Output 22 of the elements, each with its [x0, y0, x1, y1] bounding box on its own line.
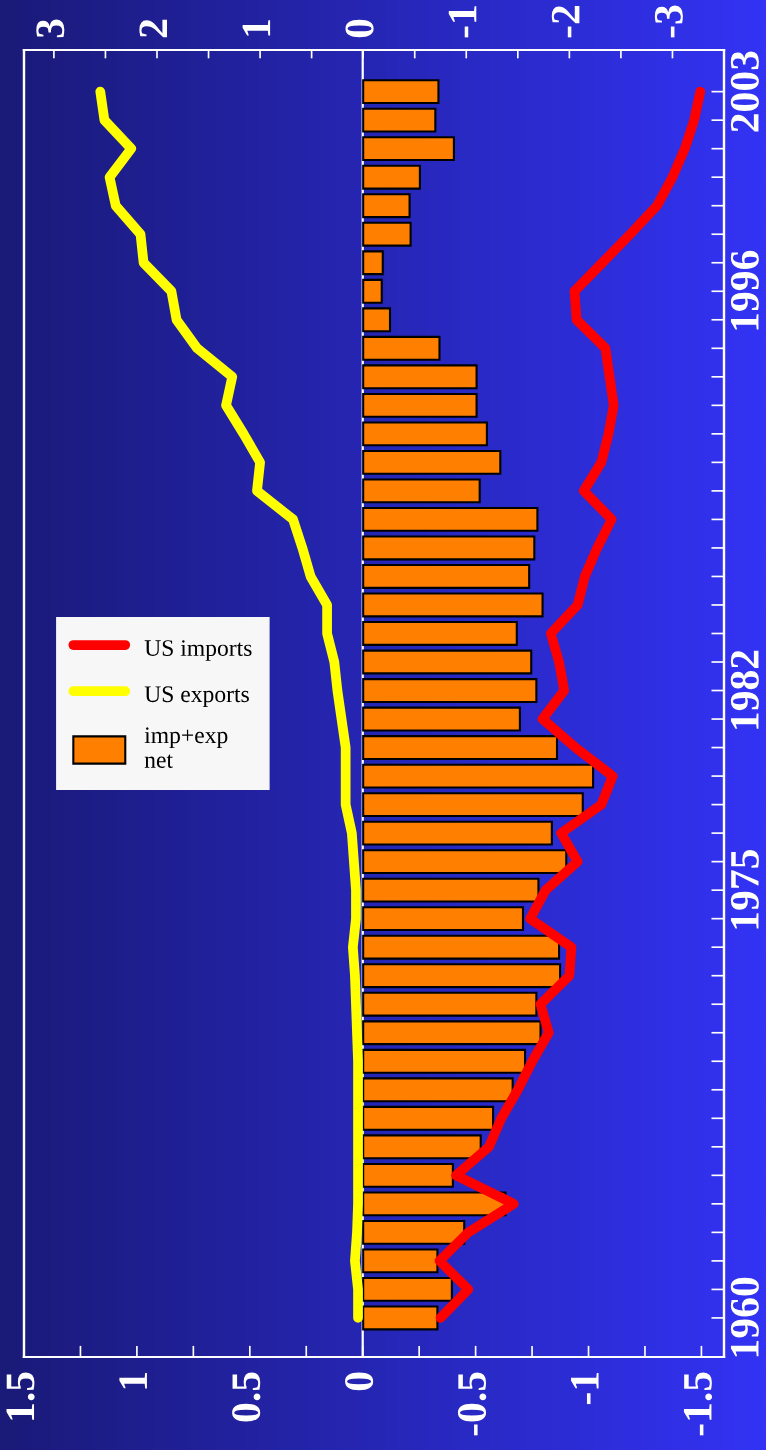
legend-label: imp+exp net	[144, 727, 228, 768]
x2-tick-label: -3	[654, 5, 683, 38]
y-tick-label: 1996	[730, 250, 759, 330]
x-tick-label: 0.5	[232, 1372, 261, 1422]
y-tick-label: 1982	[730, 650, 759, 729]
y-tick-label: 1975	[730, 850, 759, 929]
x2-tick-label: 0	[345, 19, 374, 38]
x-tick-label: -1	[571, 1373, 599, 1405]
x2-tick-label: -1	[448, 6, 477, 38]
x-tick-label: 0	[345, 1372, 374, 1391]
x-tick-label: 1	[119, 1373, 147, 1389]
x2-tick-label: 1	[242, 20, 271, 36]
x2-tick-label: 3	[36, 19, 65, 38]
x-tick-label: -0.5	[457, 1372, 487, 1436]
legend-label: US imports	[144, 640, 252, 661]
x-tick-label: -1.5	[683, 1372, 713, 1436]
legend-label: US exports	[144, 686, 249, 707]
y-tick-label: 1960	[730, 1277, 759, 1357]
x-tick-label: 1.5	[6, 1372, 35, 1420]
y-tick-label: 2003	[730, 51, 759, 132]
x2-tick-label: -2	[551, 5, 580, 38]
x2-tick-label: 2	[139, 19, 168, 38]
